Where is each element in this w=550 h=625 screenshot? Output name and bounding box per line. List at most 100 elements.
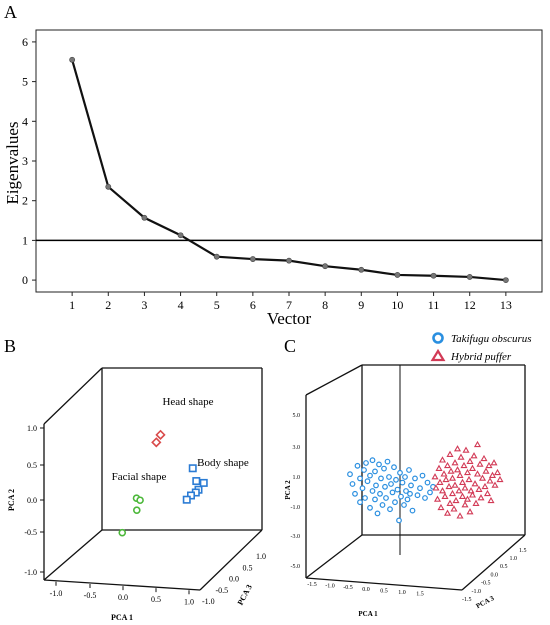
hybrid-point bbox=[450, 505, 458, 512]
hybrid-point bbox=[442, 475, 450, 483]
panel-c-cube bbox=[305, 364, 526, 591]
facial-shape-point bbox=[118, 528, 127, 537]
pca3-tick-label: 0.0 bbox=[229, 575, 239, 584]
hybrid-point bbox=[446, 499, 454, 506]
hybrid-point bbox=[487, 496, 495, 504]
takifugu-point bbox=[392, 499, 398, 506]
hybrid-point bbox=[468, 464, 477, 471]
hybrid-point bbox=[478, 474, 487, 481]
hybrid-point bbox=[473, 440, 482, 448]
eigenvalue-point bbox=[105, 183, 112, 190]
group-label: Body shape bbox=[197, 457, 249, 469]
facial-shape-point bbox=[136, 496, 144, 505]
takifugu-point bbox=[369, 457, 376, 464]
hybrid-point bbox=[475, 485, 483, 492]
takifugu-point bbox=[403, 488, 409, 494]
hybrid-point bbox=[456, 512, 464, 519]
hybrid-point bbox=[471, 480, 479, 487]
pca2-tick-label: -3.0 bbox=[291, 534, 301, 540]
eigenvalue-point bbox=[141, 214, 148, 221]
y-tick-label: 6 bbox=[22, 35, 28, 49]
legend-label-takifugu: Takifugu obscurus bbox=[451, 333, 532, 345]
eigenvalue-point bbox=[286, 257, 292, 264]
x-tick-label: 12 bbox=[464, 298, 476, 312]
hybrid-point bbox=[463, 495, 472, 502]
pca1-tick-label: 1.5 bbox=[416, 592, 424, 598]
takifugu-point bbox=[417, 485, 423, 492]
legend: Takifugu obscurus Hybrid puffer bbox=[430, 332, 532, 363]
eigenvalue-points bbox=[69, 56, 509, 283]
takifugu-point bbox=[427, 489, 433, 496]
legend-label-hybrid: Hybrid puffer bbox=[450, 351, 512, 363]
pca2-tick-label: 1.0 bbox=[27, 424, 37, 433]
pca3-tick-label: 1.0 bbox=[256, 552, 266, 561]
takifugu-point bbox=[349, 481, 356, 487]
hybrid-point bbox=[440, 470, 448, 477]
takifugu-point bbox=[407, 490, 413, 497]
hybrid-point bbox=[438, 456, 447, 463]
takifugu-point bbox=[391, 464, 397, 471]
hybrid-point bbox=[436, 478, 444, 485]
hybrid-point bbox=[451, 481, 459, 488]
pca3-tick-label: -1.0 bbox=[202, 597, 215, 606]
eigenvalue-point bbox=[213, 253, 220, 260]
x-tick-label: 13 bbox=[500, 298, 512, 312]
takifugu-point bbox=[408, 482, 414, 489]
takifugu-point bbox=[357, 475, 363, 482]
hybrid-point bbox=[446, 450, 454, 457]
hybrid-point bbox=[482, 467, 490, 474]
takifugu-point bbox=[381, 465, 387, 472]
takifugu-point bbox=[397, 469, 403, 476]
takifugu-point bbox=[424, 479, 431, 486]
panel-a-letter: A bbox=[4, 2, 17, 22]
panel-b: B -1.0-0.50.00.51.0 -1.0 -0.5 0.0 0.5 1.0 -1… bbox=[4, 336, 266, 622]
takifugu-point bbox=[373, 482, 379, 489]
takifugu-point bbox=[412, 475, 418, 482]
panel-c-pca3-ticks: -1.5-1.0 -0.50.00.51.01.5 bbox=[462, 548, 527, 603]
x-tick-label: 5 bbox=[214, 298, 220, 312]
x-tick-label: 7 bbox=[286, 298, 292, 312]
y-tick-label: 3 bbox=[22, 154, 28, 168]
takifugu-point bbox=[362, 495, 368, 501]
eigenvalue-point bbox=[69, 56, 76, 63]
pca2-tick-label: 5.0 bbox=[293, 413, 301, 419]
y-tick-label: 4 bbox=[22, 114, 28, 128]
hybrid-point bbox=[443, 461, 452, 469]
hybrid-point bbox=[437, 503, 445, 511]
pca2-tick-label: 0.5 bbox=[27, 461, 37, 470]
panel-b-pca2-ticks: -1.0 -0.5 0.0 0.5 1.0 bbox=[24, 424, 44, 577]
y-axis-label: Eigenvalues bbox=[3, 121, 22, 204]
takifugu-point bbox=[367, 504, 373, 511]
takifugu-point bbox=[372, 496, 378, 503]
panel-c-pca1-ticks: -1.5 -1.0 -0.5 0.0 0.5 1.0 1.5 bbox=[307, 582, 424, 598]
y-axis-ticks: 0 1 2 3 4 5 6 bbox=[22, 35, 36, 287]
hybrid-point bbox=[496, 475, 504, 483]
pca1-tick-label: 1.0 bbox=[398, 590, 406, 596]
x-axis-ticks: 1 2 3 4 5 6 7 8 9 10 11 12 13 bbox=[69, 292, 512, 312]
takifugu-point bbox=[364, 478, 371, 485]
pca3-tick-label: 0.5 bbox=[243, 563, 253, 572]
hybrid-point bbox=[458, 478, 467, 485]
hybrid-point bbox=[432, 484, 440, 491]
x-tick-label: 8 bbox=[322, 298, 328, 312]
panel-c-pca3-label: PCA 3 bbox=[475, 594, 496, 610]
panel-a-plot-frame bbox=[35, 29, 543, 293]
eigenvalue-point bbox=[430, 272, 437, 279]
takifugu-point bbox=[361, 467, 367, 473]
takifugu-point bbox=[404, 496, 411, 503]
x-tick-label: 3 bbox=[141, 298, 147, 312]
pca1-tick-label: -1.0 bbox=[50, 589, 63, 598]
x-tick-label: 6 bbox=[250, 298, 256, 312]
panel-c-pca2-label: PCA 2 bbox=[284, 480, 292, 500]
takifugu-point bbox=[409, 507, 416, 514]
eigenvalue-line bbox=[71, 59, 506, 282]
takifugu-point bbox=[393, 476, 399, 483]
takifugu-point bbox=[387, 506, 393, 513]
hybrid-point bbox=[447, 467, 455, 474]
x-tick-label: 11 bbox=[428, 298, 440, 312]
takifugu-point bbox=[354, 462, 361, 469]
legend-marker-hybrid bbox=[430, 348, 446, 362]
takifugu-point bbox=[383, 495, 389, 501]
takifugu-point bbox=[402, 474, 408, 480]
